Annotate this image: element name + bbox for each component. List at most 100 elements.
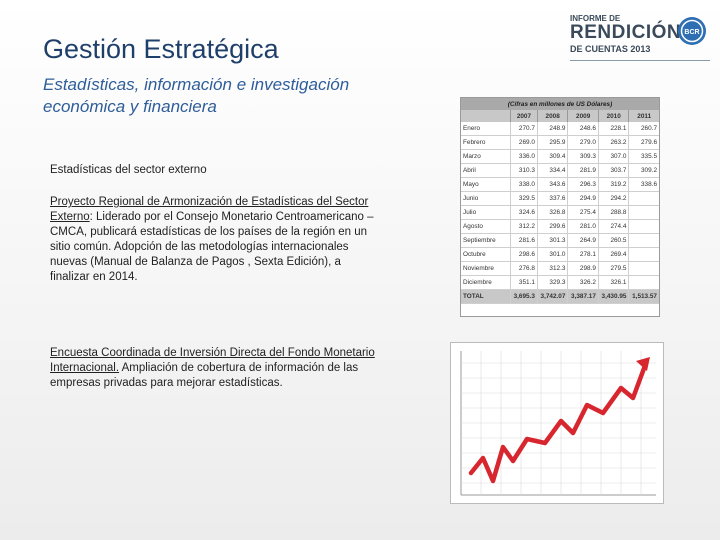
table-cell-value: 281.9 bbox=[567, 163, 599, 178]
fdi-survey-text: Ampliación de cobertura de información d… bbox=[50, 362, 359, 389]
table-cell-value: 228.1 bbox=[597, 122, 629, 136]
table-total-value: 3,695.3 bbox=[510, 289, 538, 304]
line-chart-picture bbox=[450, 342, 664, 504]
table-cell-value: 310.3 bbox=[510, 163, 538, 178]
table-row: Septiembre 281.6 301.3 264.9 260.5 bbox=[461, 233, 659, 248]
red-rising-line-chart-icon bbox=[460, 351, 656, 496]
table-cell-value: 275.4 bbox=[567, 205, 599, 220]
regional-project-text: : Liderado por el Consejo Monetario Cent… bbox=[50, 211, 374, 283]
table-cell-value: 326.2 bbox=[567, 275, 599, 290]
table-cell-month: Abril bbox=[461, 163, 511, 178]
table-total-value: 3,742.07 bbox=[536, 289, 568, 304]
table-row: Marzo 336.0 309.4 309.3 307.0 335.5 bbox=[461, 149, 659, 164]
page-title: Gestión Estratégica bbox=[43, 34, 279, 64]
table-cell-value: 279.6 bbox=[628, 135, 659, 150]
table-total-label: TOTAL bbox=[461, 289, 511, 304]
table-cell-value: 260.5 bbox=[597, 233, 629, 248]
table-cell-month: Enero bbox=[461, 122, 511, 136]
table-cell-value: 288.8 bbox=[597, 205, 629, 220]
table-cell-value bbox=[628, 247, 659, 262]
table-cell-value: 281.0 bbox=[567, 219, 599, 234]
table-cell-value bbox=[628, 205, 659, 220]
report-logo: INFORME DE RENDICIÓN DE CUENTAS 2013 BCR bbox=[570, 10, 710, 61]
table-cell-value: 269.4 bbox=[597, 247, 629, 262]
table-row: Enero 270.7 248.9 248.6 228.1 260.7 bbox=[461, 122, 659, 136]
table-cell-value: 294.2 bbox=[597, 191, 629, 206]
table-cell-value: 260.7 bbox=[628, 122, 659, 136]
table-cell-value: 269.0 bbox=[510, 135, 538, 150]
table-cell-value: 326.1 bbox=[597, 275, 629, 290]
table-row: Junio 329.5 337.6 294.9 294.2 bbox=[461, 191, 659, 206]
table-header-year: 2009 bbox=[567, 110, 599, 122]
table-cell-value: 337.6 bbox=[536, 191, 568, 206]
table-cell-value: 329.3 bbox=[536, 275, 568, 290]
table-header-blank bbox=[461, 110, 511, 122]
logo-line-2: RENDICIÓN bbox=[570, 22, 682, 43]
table-cell-value: 301.0 bbox=[536, 247, 568, 262]
table-cell-value: 336.0 bbox=[510, 149, 538, 164]
table-cell-month: Octubre bbox=[461, 247, 511, 262]
table-cell-value: 309.3 bbox=[567, 149, 599, 164]
table-row: Agosto 312.2 299.6 281.0 274.4 bbox=[461, 219, 659, 234]
table-cell-value: 309.2 bbox=[628, 163, 659, 178]
section-regional-project: Proyecto Regional de Armonización de Est… bbox=[50, 195, 380, 285]
table-cell-value: 324.6 bbox=[510, 205, 538, 220]
table-cell-value: 312.2 bbox=[510, 219, 538, 234]
table-cell-value: 303.7 bbox=[597, 163, 629, 178]
table-cell-value: 338.0 bbox=[510, 177, 538, 192]
table-cell-value bbox=[628, 275, 659, 290]
table-total-value: 1,513.57 bbox=[628, 289, 659, 304]
table-row: Octubre 298.6 301.0 278.1 269.4 bbox=[461, 247, 659, 262]
table-body: Enero 270.7 248.9 248.6 228.1 260.7 Febrero 269… bbox=[461, 122, 659, 304]
table-cell-month: Mayo bbox=[461, 177, 511, 192]
table-cell-value: 294.9 bbox=[567, 191, 599, 206]
table-cell-value: 296.3 bbox=[567, 177, 599, 192]
table-cell-value: 279.5 bbox=[597, 261, 629, 276]
table-cell-value: 264.9 bbox=[567, 233, 599, 248]
table-header-year: 2008 bbox=[536, 110, 568, 122]
table-cell-value: 279.0 bbox=[567, 135, 599, 150]
table-row: Abril 310.3 334.4 281.9 303.7 309.2 bbox=[461, 163, 659, 178]
fdi-survey-link[interactable]: Encuesta Coordinada de Inversión Directa… bbox=[50, 347, 375, 374]
table-total-value: 3,387.17 bbox=[567, 289, 599, 304]
table-cell-value: 295.9 bbox=[536, 135, 568, 150]
table-cell-value: 278.1 bbox=[567, 247, 599, 262]
seal-text: BCR bbox=[684, 29, 699, 36]
table-cell-month: Noviembre bbox=[461, 261, 511, 276]
table-cell-value: 312.3 bbox=[536, 261, 568, 276]
table-caption: (Cifras en millones de US Dólares) bbox=[461, 98, 659, 110]
table-cell-value: 276.8 bbox=[510, 261, 538, 276]
bcr-seal-icon: BCR bbox=[678, 17, 706, 45]
table-cell-value: 351.1 bbox=[510, 275, 538, 290]
logo-line-1: INFORME DE bbox=[570, 14, 621, 23]
table-cell-value: 248.9 bbox=[536, 122, 568, 136]
table-cell-value: 307.0 bbox=[597, 149, 629, 164]
logo-line-3: DE CUENTAS 2013 bbox=[570, 44, 651, 54]
table-cell-month: Marzo bbox=[461, 149, 511, 164]
exports-table-image: (Cifras en millones de US Dólares) 2007 2… bbox=[460, 97, 660, 317]
table-header-row: 2007 2008 2009 2010 2011 bbox=[461, 110, 659, 122]
table-cell-month: Junio bbox=[461, 191, 511, 206]
table-cell-value: 298.6 bbox=[510, 247, 538, 262]
table-cell-month: Julio bbox=[461, 205, 511, 220]
table-cell-value: 326.8 bbox=[536, 205, 568, 220]
table-row: Noviembre 276.8 312.3 298.9 279.5 bbox=[461, 261, 659, 276]
table-cell-value: 309.4 bbox=[536, 149, 568, 164]
table-cell-value: 329.5 bbox=[510, 191, 538, 206]
table-cell-value: 343.6 bbox=[536, 177, 568, 192]
page-subtitle: Estadísticas, información e investigació… bbox=[43, 75, 350, 116]
regional-project-link[interactable]: Proyecto Regional de Armonización de Est… bbox=[50, 196, 369, 223]
table-cell-value: 281.6 bbox=[510, 233, 538, 248]
table-header-year: 2007 bbox=[510, 110, 538, 122]
table-cell-value: 301.3 bbox=[536, 233, 568, 248]
table-cell-month: Agosto bbox=[461, 219, 511, 234]
table-cell-value: 248.6 bbox=[567, 122, 599, 136]
table-cell-value: 270.7 bbox=[510, 122, 538, 136]
table-cell-value: 298.9 bbox=[567, 261, 599, 276]
table-cell-value bbox=[628, 233, 659, 248]
table-cell-value bbox=[628, 219, 659, 234]
table-row: Julio 324.6 326.8 275.4 288.8 bbox=[461, 205, 659, 220]
table-row: Mayo 338.0 343.6 296.3 319.2 338.6 bbox=[461, 177, 659, 192]
table-cell-month: Febrero bbox=[461, 135, 511, 150]
